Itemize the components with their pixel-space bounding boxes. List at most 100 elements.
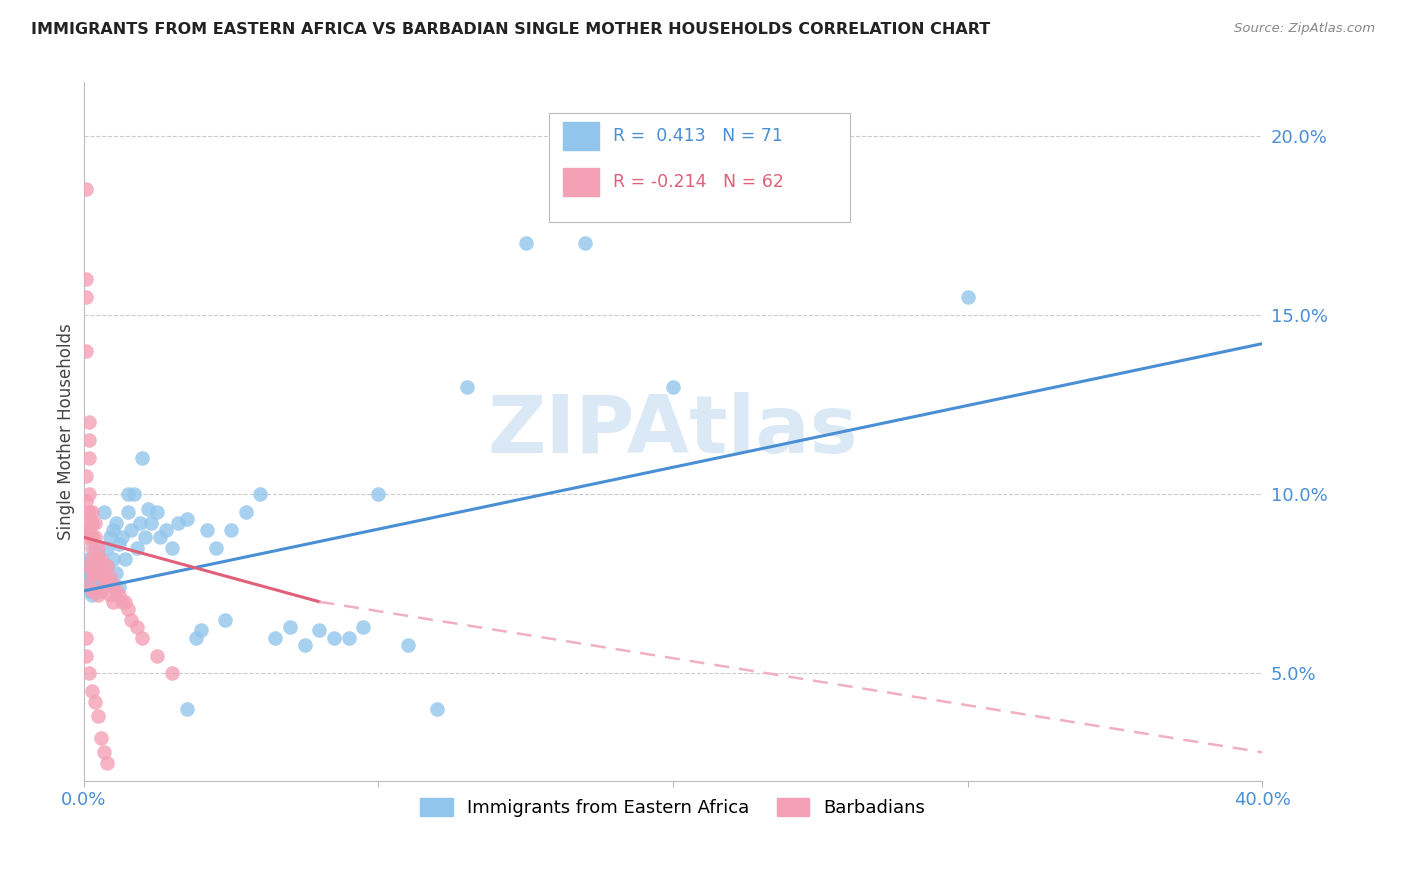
Point [146,505,169,519]
Bar [564,168,599,196]
Point [84,530,107,544]
Point [184,631,207,645]
FancyBboxPatch shape [550,113,849,222]
Point [120,523,142,537]
Point [956,290,979,304]
Point [90,566,112,580]
Point [155,523,177,537]
Point [79,558,101,573]
Point [84,584,107,599]
Point [87,562,110,576]
Point [125,620,148,634]
Point [111,530,134,544]
Point [104,566,127,580]
Point [195,523,218,537]
Point [176,512,198,526]
Point [101,595,124,609]
Point [114,595,136,609]
Point [93,569,115,583]
Point [190,624,212,638]
Point [323,631,346,645]
Point [128,516,150,530]
Point [82,562,104,576]
Point [396,638,419,652]
Point [82,684,104,698]
Point [117,487,139,501]
Point [87,541,110,555]
Point [249,487,271,501]
Point [84,555,107,569]
Point [108,581,131,595]
Point [82,584,104,599]
Point [114,551,136,566]
Point [141,516,163,530]
Bar [564,121,599,150]
Point [87,548,110,562]
Point [160,541,183,555]
Point [84,566,107,580]
Point [75,290,97,304]
Point [93,505,115,519]
Point [138,501,160,516]
Point [93,558,115,573]
Point [82,588,104,602]
Point [79,569,101,583]
Point [146,648,169,663]
Point [79,434,101,448]
Point [93,573,115,587]
Point [278,620,301,634]
Point [166,516,188,530]
Point [75,272,97,286]
Point [294,638,316,652]
Point [96,558,118,573]
Point [353,620,375,634]
Point [87,588,110,602]
Point [96,558,118,573]
Point [87,566,110,580]
Point [79,416,101,430]
Point [87,709,110,723]
Point [75,343,97,358]
Point [308,624,330,638]
Point [79,577,101,591]
Point [93,745,115,759]
Point [82,573,104,587]
Point [662,379,685,393]
Point [98,588,121,602]
Text: IMMIGRANTS FROM EASTERN AFRICA VS BARBADIAN SINGLE MOTHER HOUSEHOLDS CORRELATION: IMMIGRANTS FROM EASTERN AFRICA VS BARBAD… [31,22,990,37]
Point [219,523,242,537]
Point [101,551,124,566]
Y-axis label: Single Mother Households: Single Mother Households [58,323,75,540]
Point [84,581,107,595]
Legend: Immigrants from Eastern Africa, Barbadians: Immigrants from Eastern Africa, Barbadia… [413,790,932,824]
Point [84,541,107,555]
Point [84,551,107,566]
Point [82,516,104,530]
Point [79,505,101,519]
Point [122,487,145,501]
Point [176,702,198,716]
Point [82,558,104,573]
Point [574,236,596,251]
Point [84,695,107,709]
Point [96,573,118,587]
Point [367,487,389,501]
Point [87,551,110,566]
Text: ZIPAtlas: ZIPAtlas [488,392,858,470]
Text: R =  0.413   N = 71: R = 0.413 N = 71 [613,127,783,145]
Point [90,584,112,599]
Point [84,516,107,530]
Point [79,584,101,599]
Point [131,451,153,466]
Point [90,551,112,566]
Point [160,666,183,681]
Point [515,236,537,251]
Point [75,516,97,530]
Point [82,530,104,544]
Point [117,505,139,519]
Point [96,756,118,770]
Point [131,631,153,645]
Point [111,595,134,609]
Text: Source: ZipAtlas.com: Source: ZipAtlas.com [1234,22,1375,36]
Point [104,516,127,530]
